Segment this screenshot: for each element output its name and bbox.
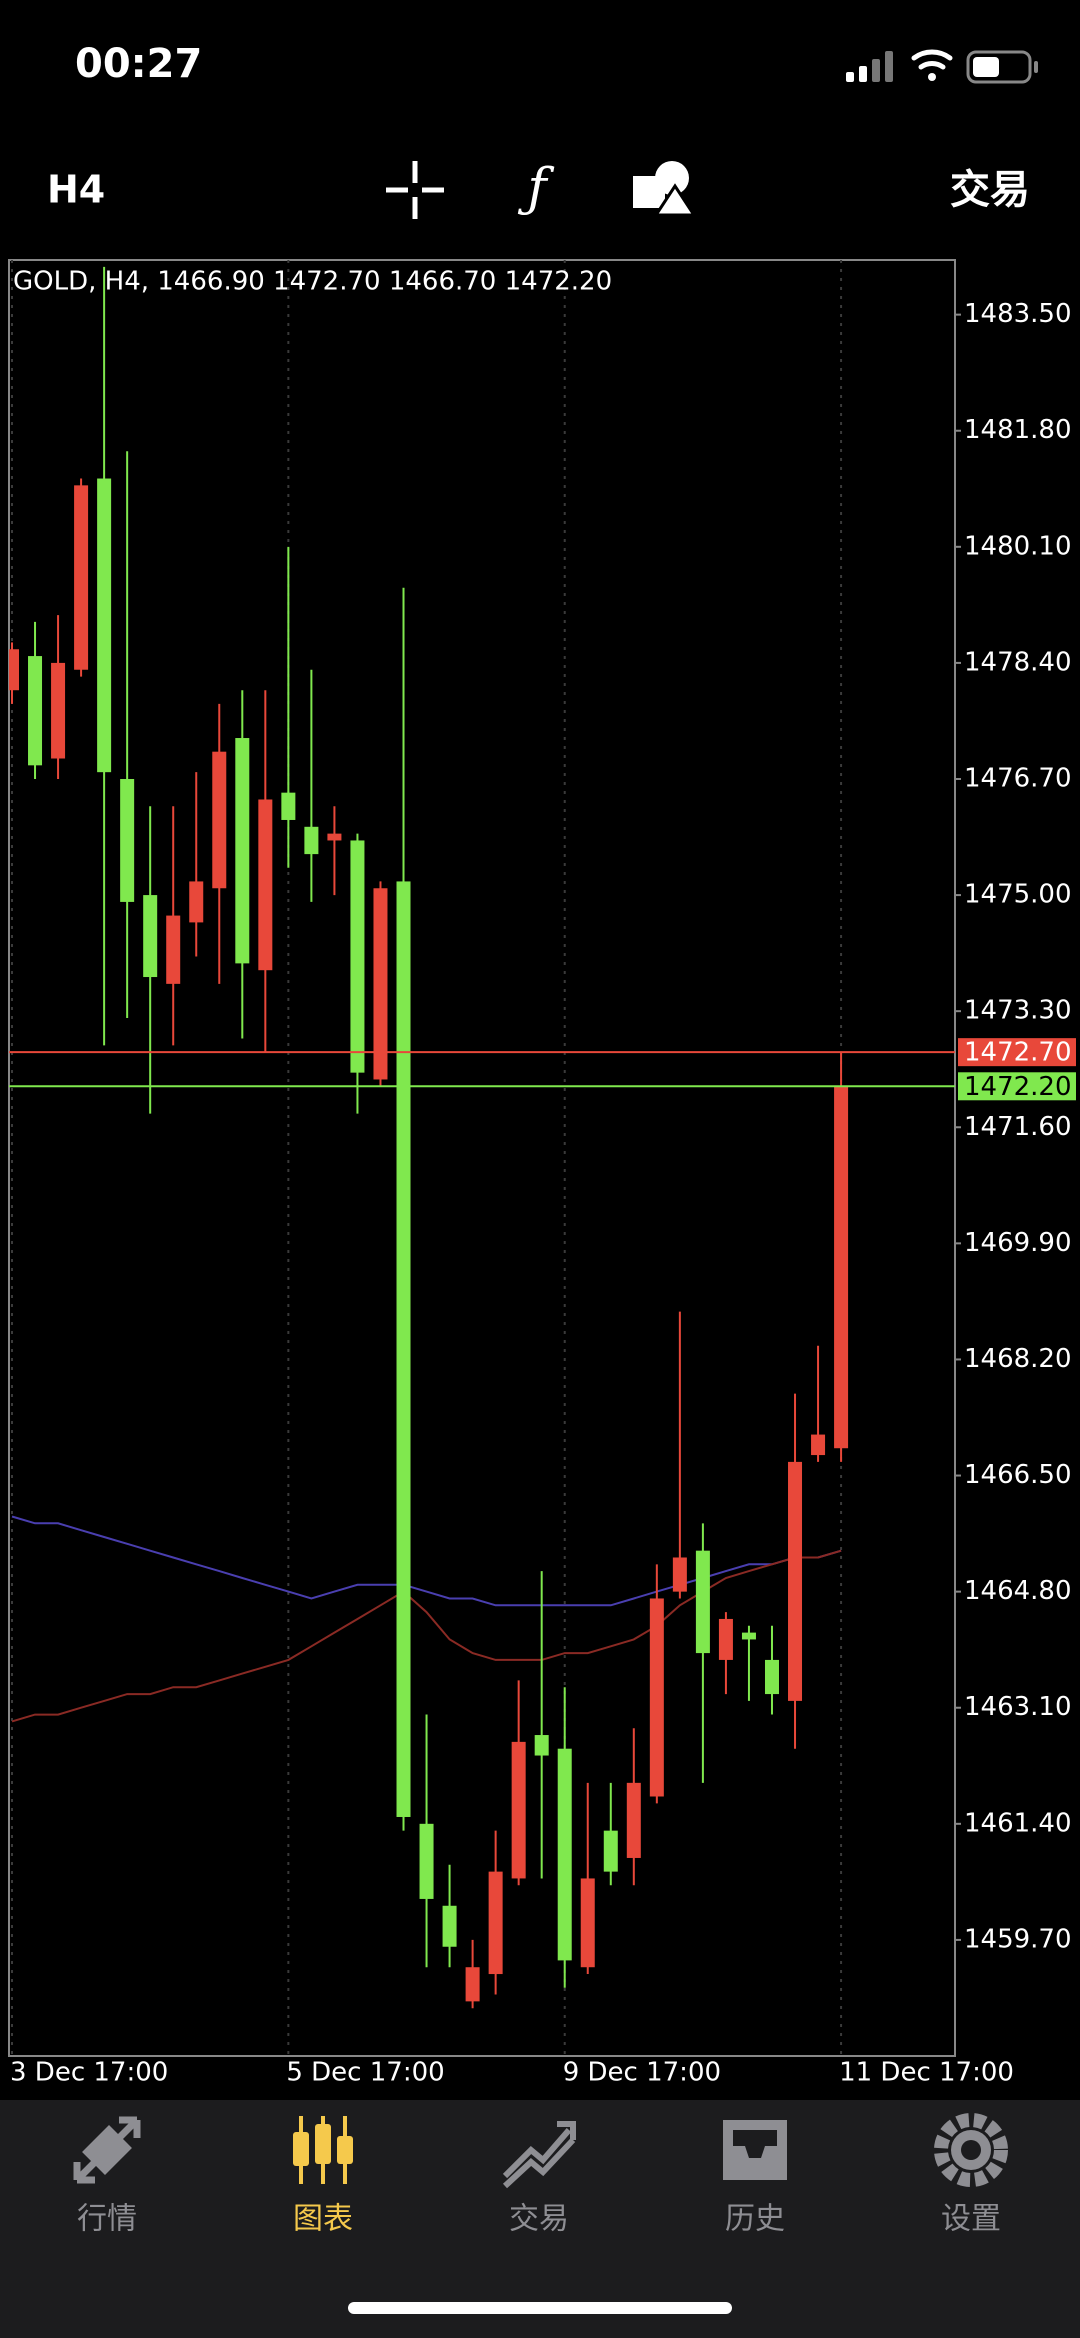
y-tick-label: 1478.40 — [964, 647, 1072, 677]
candle-body — [603, 1830, 618, 1872]
tab-icon — [315, 2124, 331, 2164]
tab-icon — [502, 2121, 576, 2189]
tab-icon — [73, 2116, 141, 2184]
candle-body — [396, 881, 411, 1817]
objects-button[interactable] — [633, 161, 697, 217]
candle-body — [258, 799, 273, 971]
tab-icon — [293, 2132, 309, 2166]
y-tick-label: 1469.90 — [964, 1228, 1072, 1258]
battery-icon — [966, 50, 1038, 84]
candle-body — [97, 478, 112, 773]
candle-body — [281, 792, 296, 820]
candle-body — [741, 1632, 756, 1640]
chart-title: GOLD, H4, 1466.90 1472.70 1466.70 1472.2… — [13, 267, 612, 297]
x-tick-label: 9 Dec 17:00 — [563, 2058, 721, 2088]
tab-button[interactable] — [73, 2116, 141, 2184]
y-tick-label: 1466.50 — [964, 1460, 1072, 1490]
candle-body — [9, 649, 19, 691]
candle-body — [695, 1550, 710, 1654]
tabs: 行情 图表 交易 历史 设置 — [73, 2113, 1008, 2237]
candle-body — [534, 1735, 549, 1756]
timeframe-button[interactable]: H4 — [47, 168, 105, 212]
candle-body — [419, 1823, 434, 1899]
tab-icon — [723, 2120, 787, 2180]
tab-label: 图表 — [293, 2202, 353, 2237]
y-tick-label: 1464.80 — [964, 1576, 1072, 1606]
signal-icon — [846, 51, 893, 82]
clock: 00:27 — [75, 41, 202, 87]
candle-body — [304, 826, 319, 855]
y-tick-label: 1468.20 — [964, 1344, 1072, 1374]
home-indicator — [348, 2302, 732, 2314]
price-tag-label: 1472.70 — [964, 1038, 1072, 1068]
candle-body — [51, 662, 66, 759]
candle-body — [465, 1967, 480, 2002]
candle-body — [580, 1878, 595, 1968]
candle-body — [189, 881, 204, 923]
price-tag-label: 1472.20 — [964, 1072, 1072, 1102]
y-tick-label: 1473.30 — [964, 996, 1072, 1026]
candle-body — [143, 895, 158, 978]
candle-body — [764, 1659, 779, 1695]
candle-body — [166, 915, 181, 984]
y-tick-label: 1480.10 — [964, 531, 1072, 561]
tab-icon — [934, 2113, 1008, 2187]
tab-label: 历史 — [725, 2202, 785, 2237]
y-tick-label: 1476.70 — [964, 763, 1072, 793]
x-tick-label: 3 Dec 17:00 — [10, 2058, 168, 2088]
candle-body — [718, 1618, 733, 1660]
tab-button[interactable] — [502, 2121, 576, 2189]
y-tick-label: 1459.70 — [964, 1924, 1072, 1954]
tab-icon — [961, 2140, 981, 2160]
x-tick-label: 5 Dec 17:00 — [286, 2058, 444, 2088]
trade-button[interactable]: 交易 — [950, 167, 1030, 213]
tab-button[interactable] — [934, 2113, 1008, 2187]
candle-body — [672, 1557, 687, 1592]
y-tick-label: 1475.00 — [964, 880, 1072, 910]
candle-body — [327, 833, 342, 841]
wifi-icon — [911, 49, 953, 81]
candle-body — [788, 1461, 803, 1701]
candle-body — [557, 1748, 572, 1961]
candle-body — [28, 656, 43, 766]
y-tick-label: 1481.80 — [964, 415, 1072, 445]
candle-body — [811, 1434, 826, 1456]
candle-body — [488, 1871, 503, 1975]
plot-area — [9, 260, 849, 2056]
candle-body — [212, 751, 227, 889]
y-tick-label: 1463.10 — [964, 1692, 1072, 1722]
tab-icon — [337, 2136, 353, 2164]
candle-body — [511, 1741, 526, 1879]
price-tag — [958, 1072, 1076, 1101]
tab-bar — [0, 2100, 1080, 2338]
tab-button[interactable] — [293, 2116, 353, 2184]
y-tick-label: 1471.60 — [964, 1112, 1072, 1142]
plot-frame — [8, 259, 956, 2057]
tab-label: 设置 — [941, 2202, 1001, 2237]
price-tag — [958, 1038, 1076, 1067]
y-tick-label: 1483.50 — [964, 299, 1072, 329]
candle-body — [120, 778, 135, 902]
candle-body — [74, 485, 89, 670]
candle-body — [626, 1782, 641, 1858]
tab-button[interactable] — [723, 2120, 787, 2180]
candle-body — [235, 738, 250, 964]
tab-label: 行情 — [77, 2202, 137, 2237]
crosshair-button[interactable] — [386, 161, 444, 219]
candle-body — [373, 888, 388, 1080]
candle-body — [834, 1086, 849, 1449]
chart: 3 Dec 17:00 5 Dec 17:00 9 Dec 17:00 11 Dec … — [8, 259, 1076, 2088]
y-tick-label: 1461.40 — [964, 1808, 1072, 1838]
candle-body — [442, 1905, 457, 1947]
tab-label: 交易 — [509, 2202, 569, 2237]
candle-body — [649, 1598, 664, 1797]
candle-body — [350, 840, 365, 1073]
x-tick-label: 11 Dec 17:00 — [839, 2058, 1014, 2088]
